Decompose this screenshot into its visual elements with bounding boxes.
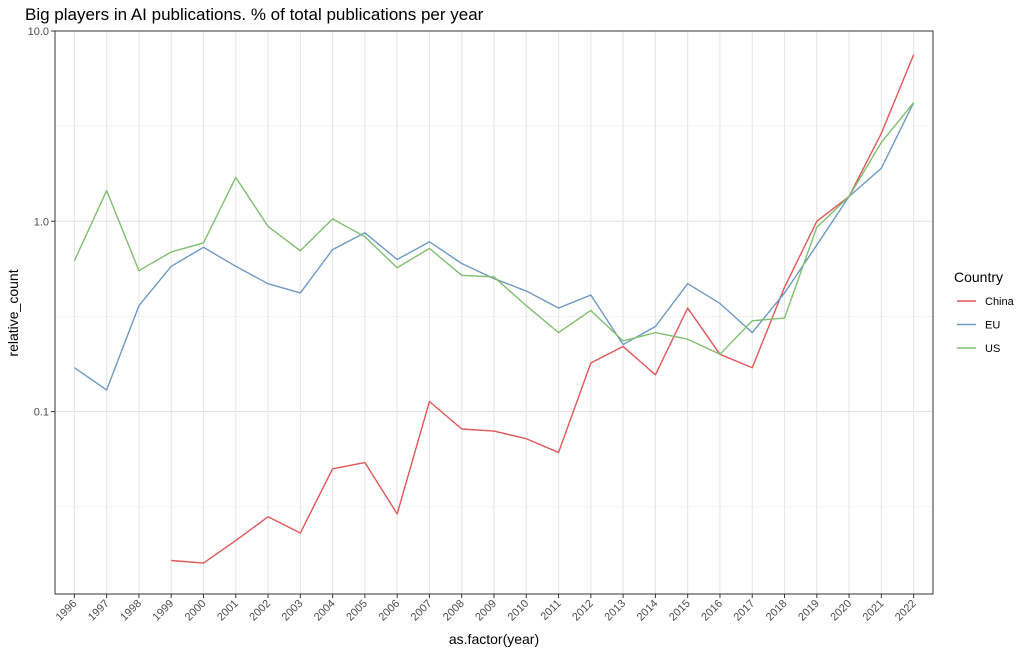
legend-label-china: China [985, 296, 1015, 308]
legend-label-eu: EU [985, 320, 1000, 332]
y-axis: 0.1 1.0 10.0 [28, 26, 55, 419]
y-axis-title: relative_count [5, 269, 21, 356]
y-tick-label: 0.1 [34, 407, 49, 419]
series-line-us [73, 102, 915, 355]
chart-title: Big players in AI publications. % of tot… [25, 5, 484, 24]
x-axis-title: as.factor(year) [449, 631, 539, 647]
series-lines [73, 54, 915, 564]
y-tick-label: 10.0 [28, 26, 49, 38]
series-line-china [171, 54, 915, 564]
series-line-eu [73, 102, 915, 391]
legend: Country China EU US [954, 269, 1015, 355]
y-tick-label: 1.0 [34, 216, 49, 228]
legend-title: Country [954, 269, 1003, 285]
legend-label-us: US [985, 343, 1000, 355]
